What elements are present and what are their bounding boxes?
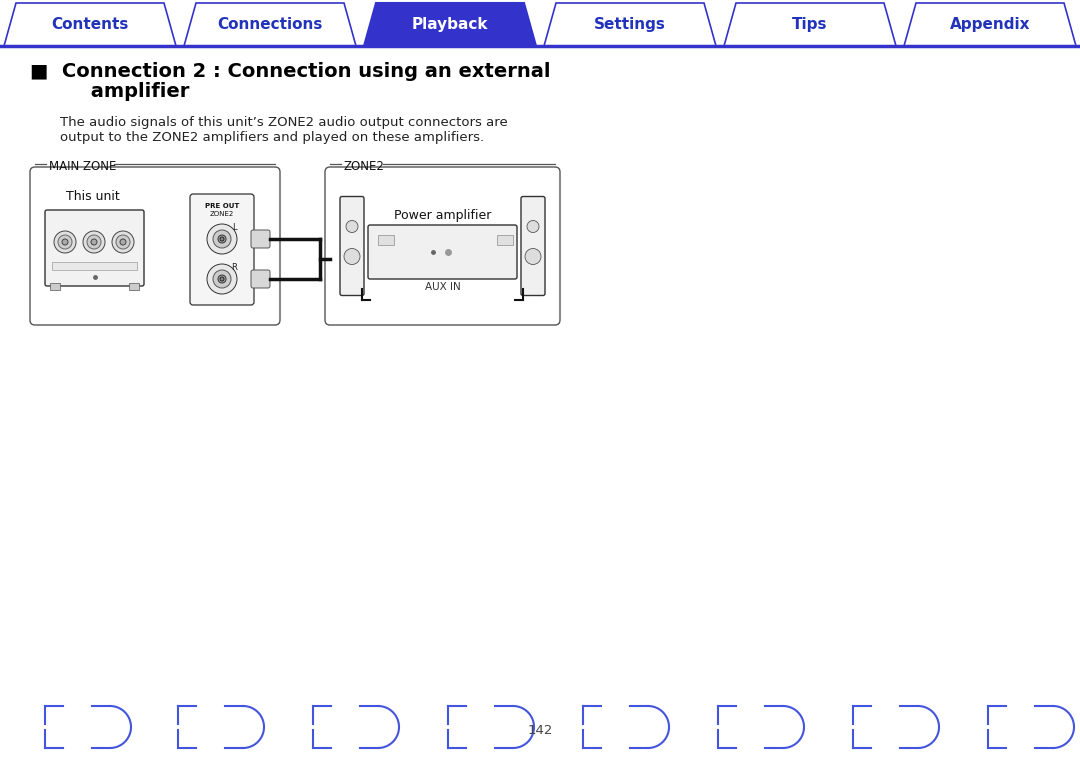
Circle shape <box>87 235 102 249</box>
Text: Playback: Playback <box>411 17 488 32</box>
Polygon shape <box>904 3 1076 46</box>
Polygon shape <box>4 3 176 46</box>
Text: Power amplifier: Power amplifier <box>394 209 491 222</box>
Polygon shape <box>724 3 896 46</box>
Circle shape <box>220 237 224 241</box>
Text: 142: 142 <box>527 724 553 737</box>
Circle shape <box>525 249 541 265</box>
FancyBboxPatch shape <box>251 230 270 248</box>
Text: Contents: Contents <box>52 17 129 32</box>
FancyBboxPatch shape <box>368 225 517 279</box>
Text: ZONE2: ZONE2 <box>210 211 234 217</box>
Bar <box>129 283 139 290</box>
Text: Settings: Settings <box>594 17 666 32</box>
Text: R: R <box>231 263 237 272</box>
Text: amplifier: amplifier <box>30 82 189 101</box>
Circle shape <box>218 275 226 283</box>
Circle shape <box>218 235 226 243</box>
Circle shape <box>220 277 224 281</box>
FancyBboxPatch shape <box>325 167 561 325</box>
Polygon shape <box>184 3 356 46</box>
Circle shape <box>54 231 76 253</box>
Text: PRE OUT: PRE OUT <box>205 203 239 209</box>
FancyBboxPatch shape <box>30 167 280 325</box>
Text: ■  Connection 2 : Connection using an external: ■ Connection 2 : Connection using an ext… <box>30 62 551 81</box>
Polygon shape <box>364 3 536 46</box>
Circle shape <box>345 249 360 265</box>
Text: MAIN ZONE: MAIN ZONE <box>49 160 117 173</box>
FancyBboxPatch shape <box>45 210 144 286</box>
Circle shape <box>116 235 130 249</box>
Circle shape <box>58 235 72 249</box>
Circle shape <box>120 239 126 245</box>
Circle shape <box>112 231 134 253</box>
Circle shape <box>83 231 105 253</box>
Bar <box>52 262 137 270</box>
Text: This unit: This unit <box>66 190 120 203</box>
FancyBboxPatch shape <box>340 196 364 295</box>
Circle shape <box>207 264 237 294</box>
Bar <box>378 235 394 245</box>
Text: L: L <box>232 222 237 231</box>
Circle shape <box>62 239 68 245</box>
Circle shape <box>213 230 231 248</box>
Text: Tips: Tips <box>793 17 827 32</box>
Circle shape <box>91 239 97 245</box>
Text: The audio signals of this unit’s ZONE2 audio output connectors are
output to the: The audio signals of this unit’s ZONE2 a… <box>60 116 508 144</box>
Circle shape <box>527 221 539 233</box>
FancyBboxPatch shape <box>251 270 270 288</box>
Polygon shape <box>544 3 716 46</box>
Text: Connections: Connections <box>217 17 323 32</box>
Circle shape <box>207 224 237 254</box>
FancyBboxPatch shape <box>190 194 254 305</box>
Bar <box>50 283 60 290</box>
Text: Appendix: Appendix <box>949 17 1030 32</box>
Text: ZONE2: ZONE2 <box>345 160 384 173</box>
Bar <box>497 235 513 245</box>
Circle shape <box>346 221 357 233</box>
Circle shape <box>213 270 231 288</box>
FancyBboxPatch shape <box>521 196 545 295</box>
Text: AUX IN: AUX IN <box>424 282 460 292</box>
